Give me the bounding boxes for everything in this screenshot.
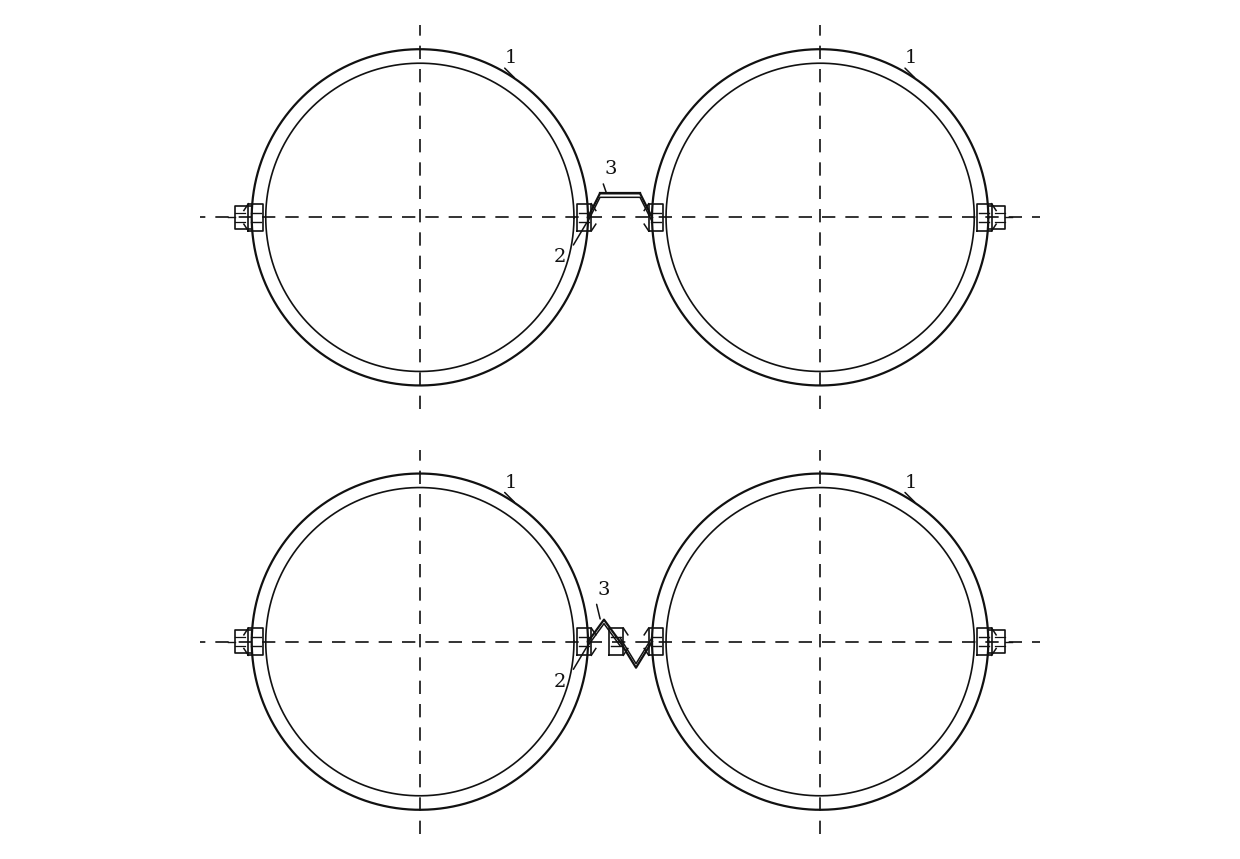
Text: 1: 1 — [905, 49, 918, 67]
Text: 1: 1 — [505, 473, 517, 491]
Text: 3: 3 — [598, 581, 610, 599]
Text: 2: 2 — [554, 673, 567, 691]
Text: 2: 2 — [554, 248, 567, 266]
Text: 1: 1 — [505, 49, 517, 67]
Text: 1: 1 — [905, 473, 918, 491]
Text: 3: 3 — [604, 161, 616, 179]
